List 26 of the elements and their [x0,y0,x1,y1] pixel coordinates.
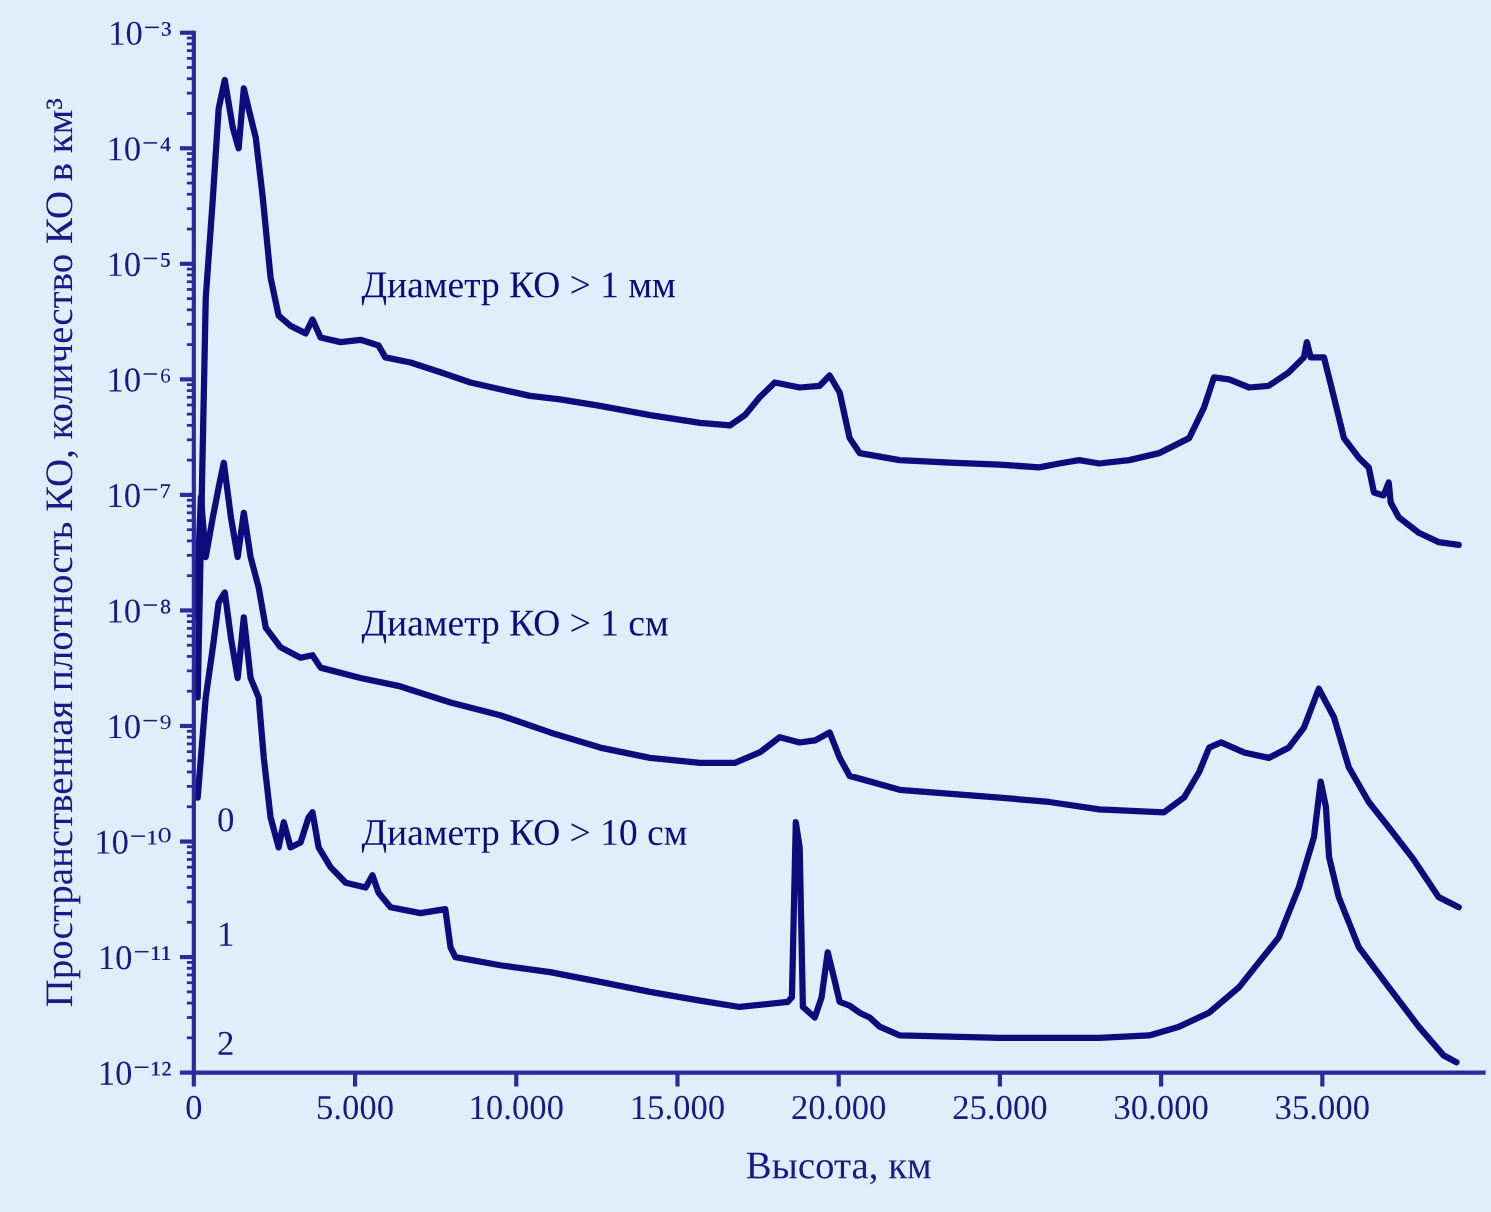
y-axis-title: Пространственная плотность КО, количество КО в км³ [46,98,81,1007]
y-tick-label: 10⁻⁷ [109,483,171,508]
y-tick-label: 10⁻¹² [100,1061,171,1086]
x-tick-label: 0 [186,1095,202,1120]
y-tick-label: 10⁻⁹ [109,714,171,739]
x-tick-label: 10.000 [471,1095,563,1120]
x-tick-label: 35.000 [1276,1095,1369,1120]
y-tick-label: 10⁻¹¹ [100,946,171,970]
series-label: Диаметр КО > 10 см [361,819,687,853]
x-tick-label: 25.000 [953,1095,1047,1120]
x-tick-label: 30.000 [1115,1095,1208,1120]
series-label: Диаметр КО > 1 мм [361,272,675,306]
y-tick-label: 10⁻⁶ [109,368,171,392]
y-tick-label: 10⁻¹⁰ [97,827,171,854]
annotation: 1 [220,922,233,946]
annotation: 0 [218,808,234,832]
x-tick-label: 20.000 [792,1095,886,1120]
annotation: 2 [218,1031,233,1055]
x-tick-label: 5.000 [318,1095,393,1120]
y-tick-label: 10⁻⁴ [109,137,171,161]
x-axis-title: Высота, км [746,1152,931,1185]
y-tick-label: 10⁻³ [111,21,171,46]
series-label: Диаметр КО > 1 см [361,610,668,644]
y-tick-label: 10⁻⁵ [109,252,170,277]
y-tick-label: 10⁻⁸ [109,599,171,623]
x-tick-label: 15.000 [632,1095,724,1120]
